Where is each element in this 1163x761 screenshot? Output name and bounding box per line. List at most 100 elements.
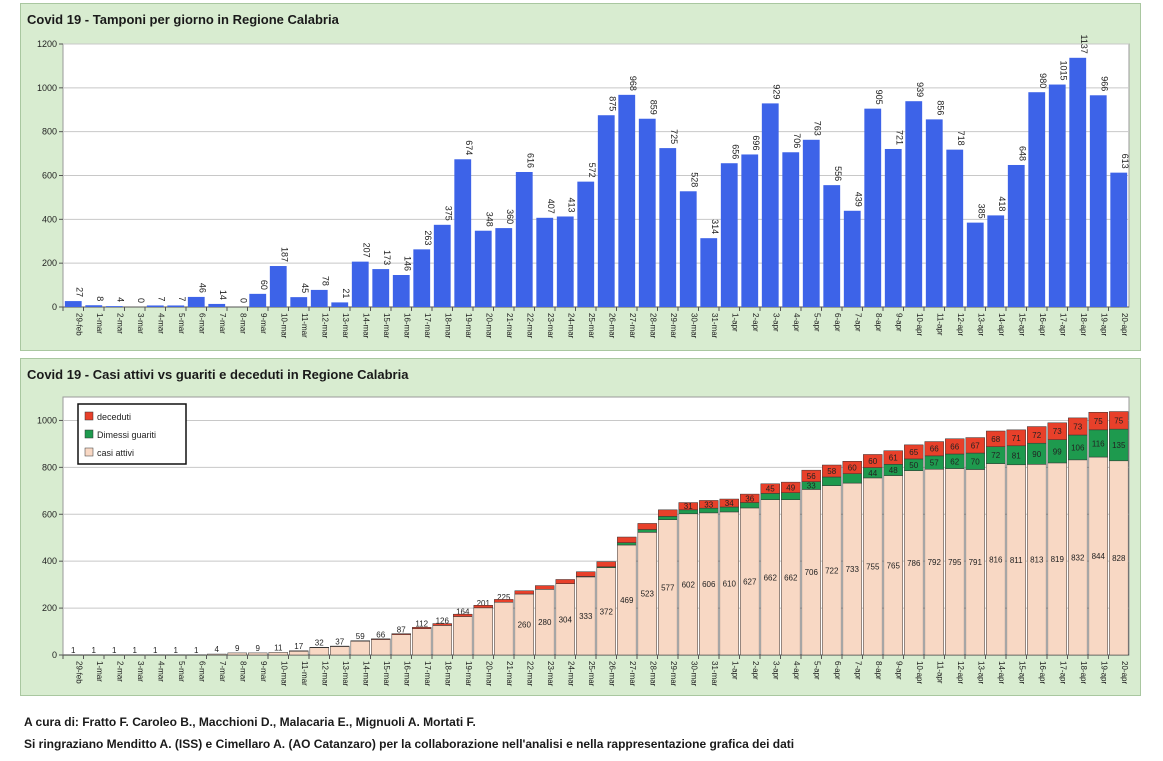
casi-attivi-bar — [412, 628, 432, 656]
deceduti-bar — [822, 464, 842, 478]
deceduti-bar — [514, 590, 534, 595]
tamponi-data-label: 46 — [197, 283, 207, 293]
stack-data-label: 722 — [825, 566, 839, 575]
casi-attivi-bar — [268, 652, 288, 656]
stack-data-label: 70 — [971, 457, 980, 466]
tamponi-bar — [1007, 164, 1025, 307]
tamponi-bar — [761, 103, 779, 307]
guariti-bar — [617, 542, 637, 546]
stack-data-label: 606 — [702, 580, 716, 589]
x-tick-label: 6-apr — [833, 661, 842, 680]
deceduti-bar — [555, 579, 575, 584]
casi-attivi-bar — [227, 652, 247, 656]
casi-chart-panel: Covid 19 - Casi attivi vs guariti e dece… — [20, 358, 1141, 696]
tamponi-bar — [618, 94, 636, 307]
tamponi-bar — [925, 119, 943, 307]
tamponi-bar — [64, 301, 82, 307]
deceduti-bar — [289, 650, 309, 652]
stack-data-label: 304 — [559, 615, 573, 624]
tamponi-data-label: 0 — [136, 298, 146, 303]
casi-attivi-bar — [145, 654, 165, 656]
stack-data-label: 81 — [1012, 451, 1021, 460]
stack-data-label: 816 — [989, 555, 1003, 564]
tamponi-data-label: 929 — [771, 84, 781, 99]
stack-data-label: 65 — [909, 448, 918, 457]
deceduti-bar — [658, 509, 678, 517]
tamponi-chart-title: Covid 19 - Tamponi per giorno in Regione… — [27, 12, 339, 27]
x-tick-label: 11-apr — [935, 313, 944, 336]
x-tick-label: 9-apr — [894, 661, 903, 680]
casi-attivi-bar — [186, 654, 206, 656]
tamponi-bar — [372, 269, 390, 307]
tamponi-data-label: 721 — [894, 130, 904, 145]
casi-attivi-bar — [166, 654, 186, 656]
x-tick-label: 20-mar — [484, 313, 493, 339]
y-tick-label: 1000 — [37, 415, 57, 425]
x-tick-label: 9-apr — [894, 313, 903, 332]
x-tick-label: 11-mar — [300, 661, 309, 686]
tamponi-data-label: 656 — [730, 144, 740, 159]
stack-data-label: 610 — [723, 579, 737, 588]
guariti-bar — [822, 476, 842, 486]
stack-data-label: 811 — [1010, 556, 1023, 565]
deceduti-bar — [986, 430, 1006, 447]
x-tick-label: 12-apr — [956, 313, 965, 336]
stack-data-label: 45 — [766, 485, 775, 494]
tamponi-bar — [577, 181, 595, 307]
x-tick-label: 23-mar — [546, 661, 555, 687]
guariti-bar — [637, 529, 657, 533]
stack-data-label: 791 — [969, 558, 983, 567]
deceduti-bar — [678, 502, 698, 511]
stack-data-label: 792 — [928, 558, 942, 567]
tamponi-data-label: 905 — [874, 90, 884, 105]
tamponi-bar — [249, 293, 267, 307]
tamponi-bar — [290, 297, 308, 307]
deceduti-bar — [965, 437, 985, 454]
x-tick-label: 19-mar — [464, 313, 473, 339]
stack-data-label: 31 — [684, 502, 693, 511]
tamponi-data-label: 528 — [689, 172, 699, 187]
tamponi-bar — [495, 228, 513, 307]
x-tick-label: 18-mar — [443, 313, 452, 339]
stack-data-label: 828 — [1112, 554, 1126, 563]
x-tick-label: 8-mar — [238, 313, 247, 334]
stack-data-label: 1 — [133, 646, 138, 655]
deceduti-bar — [453, 613, 473, 617]
x-tick-label: 9-mar — [259, 661, 268, 682]
legend-box — [77, 403, 187, 465]
deceduti-bar — [1068, 417, 1088, 436]
tamponi-data-label: 1137 — [1079, 34, 1089, 53]
legend-swatch — [84, 447, 94, 457]
stack-data-label: 164 — [456, 608, 470, 617]
legend: deceduti Dimessi guariti casi attivi — [77, 403, 187, 465]
credits-line: A cura di: Fratto F. Caroleo B., Macchio… — [24, 715, 476, 729]
tamponi-bar — [679, 191, 697, 307]
tamponi-data-label: 385 — [976, 204, 986, 219]
tamponi-data-label: 45 — [300, 283, 310, 293]
tamponi-bar — [187, 296, 205, 307]
stack-data-label: 832 — [1071, 553, 1085, 562]
deceduti-bar — [1088, 411, 1108, 431]
x-tick-label: 1-mar — [95, 313, 104, 334]
x-tick-label: 1-mar — [95, 661, 104, 682]
x-tick-label: 11-apr — [935, 661, 944, 684]
stack-data-label: 34 — [725, 499, 734, 508]
tamponi-bar — [966, 222, 984, 307]
stack-data-label: 60 — [868, 457, 877, 466]
x-tick-label: 14-mar — [361, 313, 370, 339]
x-tick-label: 12-mar — [320, 313, 329, 339]
stack-data-label: 57 — [930, 459, 939, 468]
tamponi-bar — [208, 303, 226, 307]
stack-data-label: 795 — [948, 558, 962, 567]
tamponi-data-label: 78 — [320, 276, 330, 286]
deceduti-bar — [371, 638, 391, 640]
tamponi-bar — [392, 275, 410, 307]
deceduti-bar — [1006, 429, 1026, 447]
casi-chart-title: Covid 19 - Casi attivi vs guariti e dece… — [27, 367, 409, 382]
deceduti-bar — [924, 441, 944, 457]
deceduti-bar — [1027, 426, 1047, 444]
tamponi-data-label: 674 — [464, 140, 474, 155]
stack-data-label: 4 — [215, 645, 220, 654]
y-tick-label: 400 — [42, 214, 57, 224]
stack-data-label: 523 — [641, 590, 655, 599]
